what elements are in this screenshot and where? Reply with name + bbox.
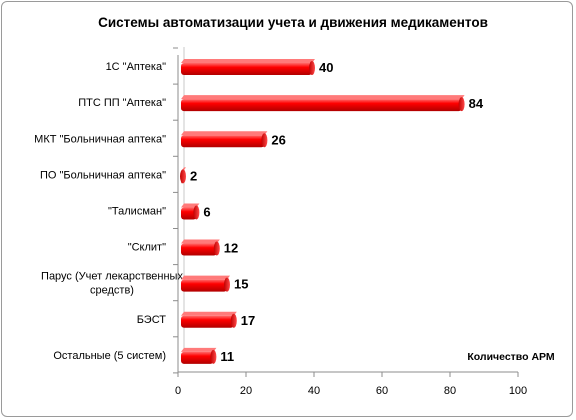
- bar: [181, 239, 220, 256]
- bars: [180, 59, 465, 364]
- category-labels: 1С "Аптека" ПТС ПП "Аптека" МКТ "Больнична…: [34, 47, 183, 374]
- bar: [181, 275, 230, 292]
- value-label: 40: [319, 60, 333, 75]
- bar-top: [181, 347, 217, 352]
- x-axis-title: Количество АРМ: [467, 351, 555, 363]
- category-label: "Склит": [128, 242, 166, 254]
- x-tick-label: 100: [509, 385, 527, 397]
- x-tick-label: 40: [308, 385, 320, 397]
- bar: [181, 95, 465, 112]
- bar: [181, 59, 315, 76]
- bar: [180, 167, 186, 184]
- bar-body: [181, 243, 217, 256]
- x-tick-label: 60: [376, 385, 388, 397]
- bar: [181, 347, 217, 364]
- bar-end: [230, 313, 237, 328]
- bar-body: [181, 351, 214, 364]
- value-label: 11: [220, 349, 234, 364]
- chart-title: Системы автоматизации учета и движения м…: [98, 15, 488, 30]
- category-label: "Талисман": [108, 205, 166, 217]
- bar-top: [181, 203, 200, 208]
- bar-top: [181, 59, 315, 64]
- x-tick-label: 20: [240, 385, 252, 397]
- category-label: Парус (Учет лекарственных: [41, 271, 183, 283]
- bar-end: [210, 349, 217, 364]
- category-label: БЭСТ: [137, 314, 167, 326]
- bar-end: [458, 97, 465, 112]
- bar-end: [213, 241, 220, 256]
- bar: [181, 311, 237, 328]
- bar-body: [181, 315, 234, 328]
- value-label: 6: [203, 204, 210, 219]
- bar-body: [181, 207, 197, 220]
- bar-end: [261, 133, 268, 148]
- bar-top: [181, 95, 465, 100]
- bar-top: [181, 239, 220, 244]
- value-label: 17: [241, 313, 255, 328]
- bar-end: [309, 61, 315, 76]
- x-tick-label: 0: [175, 385, 181, 397]
- bar-body: [181, 63, 312, 76]
- x-tick-label: 80: [444, 385, 456, 397]
- x-ticks: 0 20 40 60 80 100: [175, 372, 527, 397]
- bar-end: [193, 205, 200, 220]
- bar-top: [181, 275, 230, 280]
- value-label: 84: [469, 96, 484, 111]
- category-label: ПТС ПП "Аптека": [78, 97, 166, 109]
- category-label: МКТ "Больничная аптека": [34, 133, 166, 145]
- bar-end: [224, 277, 230, 292]
- bar-body: [181, 135, 265, 148]
- bar-body: [181, 279, 227, 292]
- bar-top: [181, 311, 237, 316]
- bar-end: [180, 169, 186, 184]
- category-label: средств): [90, 285, 134, 297]
- bar: [181, 131, 268, 148]
- value-label: 2: [190, 168, 197, 183]
- value-label: 12: [224, 241, 238, 256]
- category-label: Остальные (5 систем): [53, 350, 166, 362]
- bar-body: [181, 99, 462, 112]
- value-label: 15: [234, 277, 248, 292]
- bar-top: [181, 131, 268, 136]
- category-label: ПО "Больничная аптека": [40, 169, 166, 181]
- bar: [181, 203, 200, 220]
- category-label: 1С "Аптека": [106, 61, 167, 73]
- value-label: 26: [271, 132, 285, 147]
